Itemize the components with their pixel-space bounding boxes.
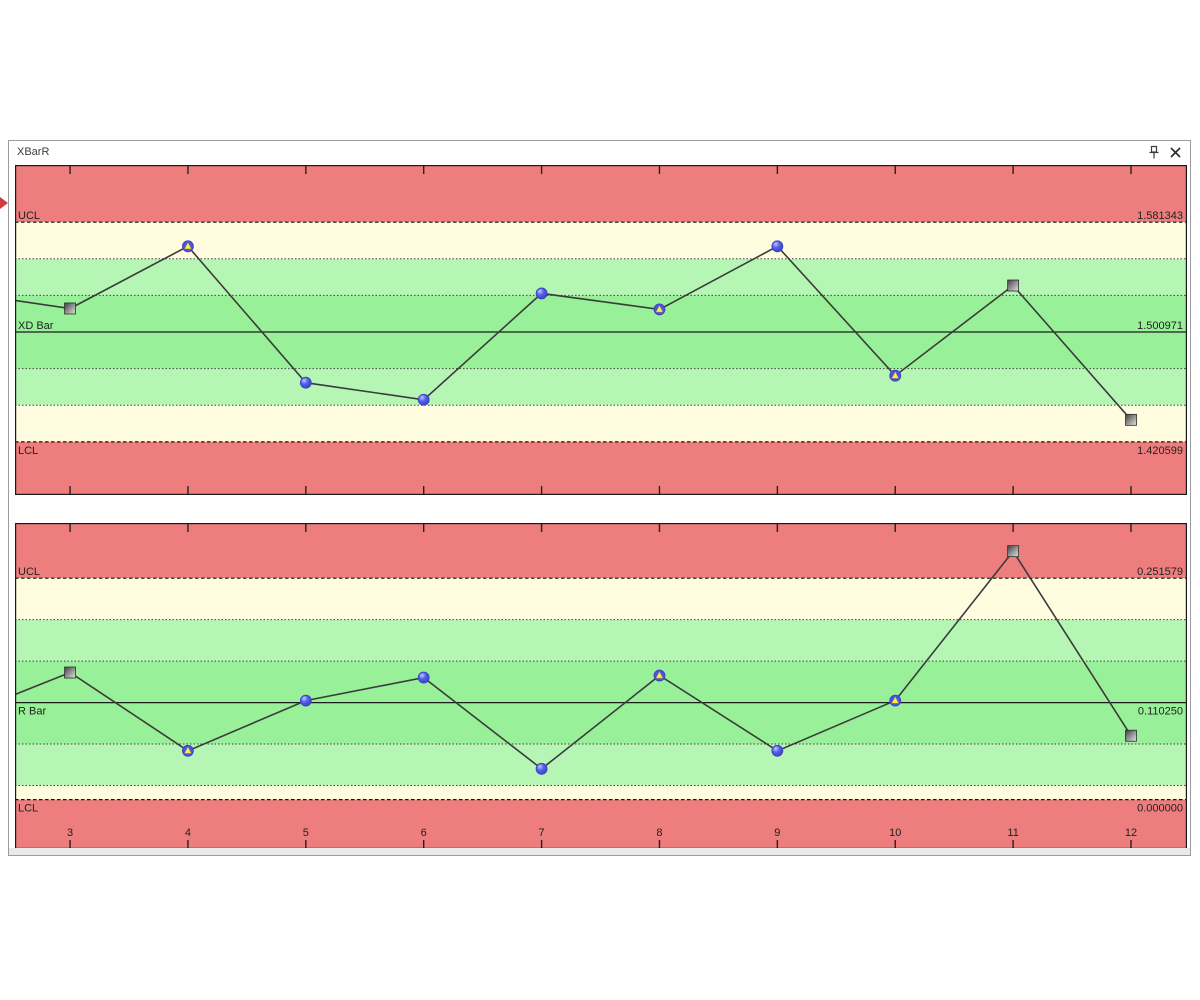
x-tick-label: 4 [185, 827, 191, 839]
center-value: 1.500971 [1137, 320, 1183, 332]
data-point-flag-triangle [891, 371, 900, 379]
data-point-flag-triangle [184, 746, 192, 754]
data-point-circle[interactable] [299, 376, 312, 389]
center-value: 0.110250 [1138, 706, 1183, 718]
data-point-square[interactable] [64, 666, 76, 679]
ucl-value: 1.581343 [1137, 210, 1183, 222]
data-point-square[interactable] [1007, 279, 1020, 292]
x-tick-label: 12 [1125, 827, 1137, 839]
window-title: XBarR [17, 146, 50, 158]
data-point-flag-triangle [655, 671, 664, 679]
center-label: XD Bar [18, 320, 54, 332]
zone-lower-light-green [15, 744, 1187, 786]
data-point-square[interactable] [1125, 413, 1137, 426]
zone-upper-yellow [15, 578, 1187, 620]
r-chart: 3 4 5 6 7 8 9 10 11 12 UCL R Bar LCL 0.251579 0.110250… [15, 523, 1187, 849]
x-tick-label: 6 [421, 827, 427, 839]
data-point-square[interactable] [1125, 729, 1137, 742]
titlebar-icons [1147, 145, 1182, 160]
x-tick-label: 5 [303, 827, 309, 839]
data-point-flag-triangle [655, 305, 664, 313]
data-point-flag-triangle [891, 696, 900, 704]
pin-icon[interactable] [1147, 145, 1161, 160]
data-point-circle[interactable] [535, 762, 548, 775]
lcl-value: 0.000000 [1137, 803, 1183, 815]
dock-indicator-icon [0, 197, 8, 209]
data-point-circle[interactable] [299, 694, 312, 707]
zone-lower-red [15, 441, 1187, 495]
lcl-label: LCL [18, 445, 38, 457]
xbar-chart: UCL XD Bar LCL 1.581343 1.500971 1.420599 [15, 165, 1187, 495]
lcl-value: 1.420599 [1137, 445, 1183, 457]
data-point-circle[interactable] [417, 393, 430, 406]
data-point-circle[interactable] [771, 744, 784, 757]
chart-border [15, 165, 1187, 495]
zone-lower-yellow [15, 405, 1187, 442]
close-icon[interactable] [1169, 145, 1182, 160]
zone-lower-light-green [15, 368, 1187, 406]
zone-lower-red [15, 799, 1187, 849]
x-tick-label: 9 [774, 827, 780, 839]
zone-upper-red [15, 523, 1187, 579]
data-point-square[interactable] [1007, 545, 1020, 558]
x-tick-label: 11 [1007, 827, 1018, 839]
ucl-value: 0.251579 [1137, 566, 1183, 578]
data-point-circle[interactable] [417, 671, 430, 684]
zone-upper-red [15, 165, 1187, 223]
zone-upper-yellow [15, 222, 1187, 259]
window-titlebar[interactable]: XBarR [9, 141, 1190, 165]
xbarr-tool-window: XBarR UCL XD Bar LCL 1.581343 1.500971 1.4205… [8, 140, 1191, 856]
data-point-flag-triangle [184, 241, 192, 250]
center-label: R Bar [18, 706, 46, 718]
lcl-label: LCL [18, 803, 38, 815]
x-tick-label: 3 [67, 827, 73, 839]
ucl-label: UCL [18, 210, 40, 222]
x-tick-label: 7 [539, 827, 545, 839]
panel-bottom-strip [9, 848, 1190, 855]
data-point-circle[interactable] [771, 240, 784, 253]
x-tick-label: 10 [889, 827, 901, 839]
ucl-label: UCL [18, 566, 40, 578]
data-point-circle[interactable] [535, 287, 548, 300]
zone-upper-light-green [15, 619, 1187, 662]
data-point-square[interactable] [64, 302, 76, 315]
zone-lower-yellow [15, 785, 1187, 800]
x-tick-label: 8 [656, 827, 662, 839]
zone-upper-light-green [15, 258, 1187, 296]
